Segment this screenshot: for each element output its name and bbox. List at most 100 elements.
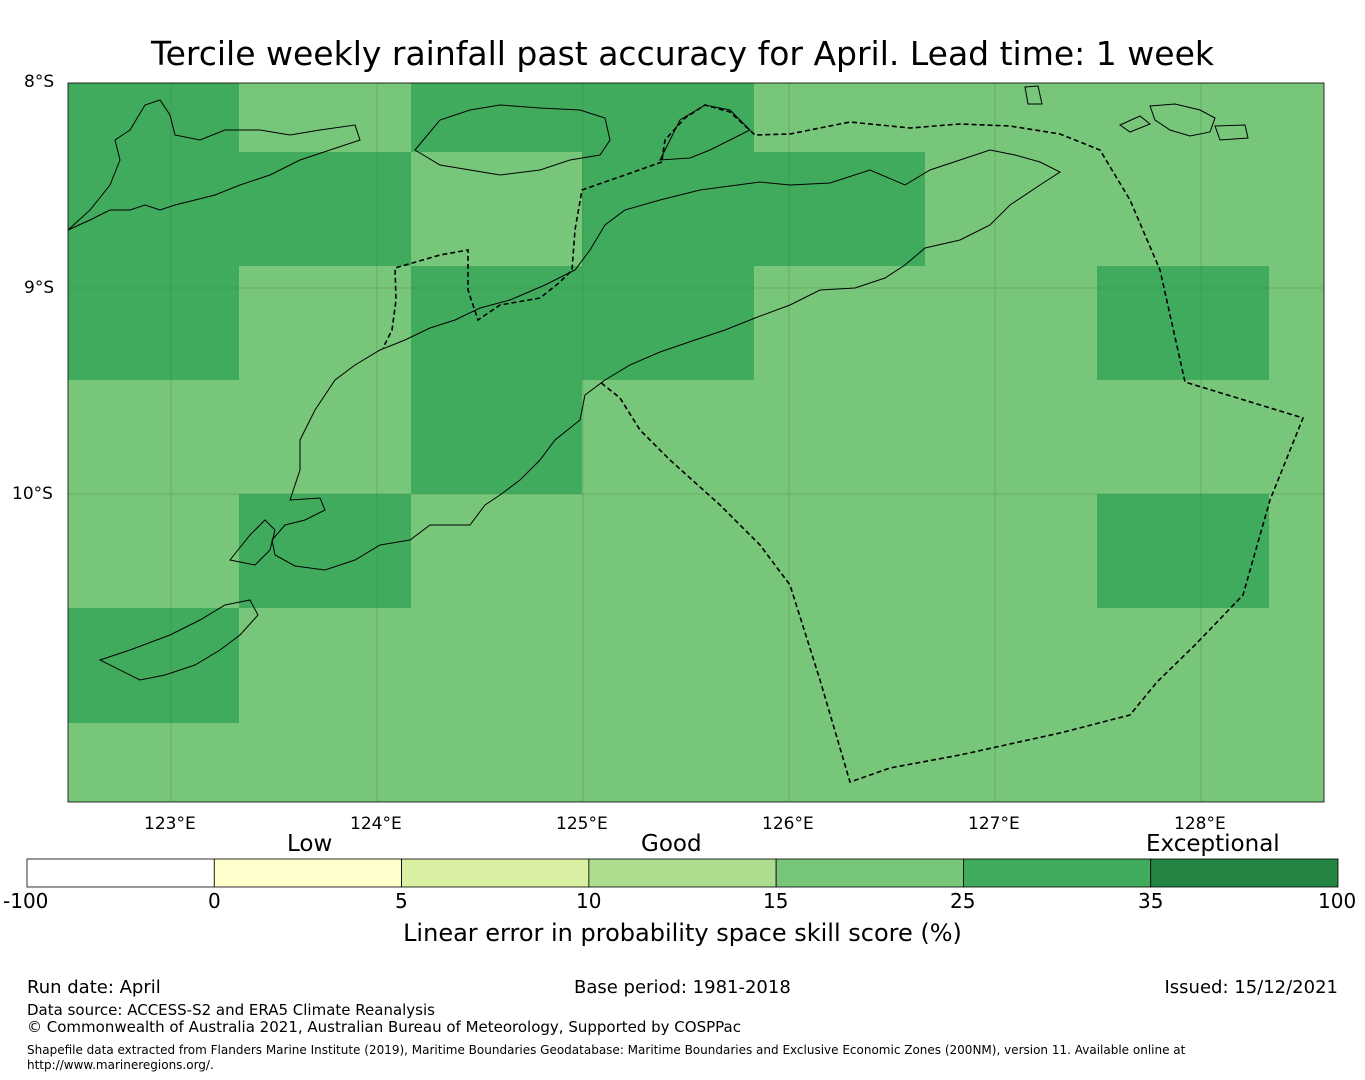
map-title: Tercile weekly rainfall past accuracy fo…: [151, 34, 1214, 73]
grid-cell: [239, 723, 411, 802]
coastline-flores: [67, 99, 361, 231]
grid-cell: [925, 83, 1097, 152]
coastline-sawu: [98, 599, 259, 681]
shapefile-credit: Shapefile data extracted from Flanders M…: [27, 1043, 1186, 1057]
lon-label-123e: 123°E: [144, 814, 196, 834]
grid-cell: [411, 494, 582, 608]
lon-label-125e: 125°E: [556, 814, 608, 834]
grid-cell: [754, 83, 925, 152]
cbar-tick-label: 25: [950, 889, 976, 913]
grid-cell: [1097, 494, 1269, 608]
grid-cell: [411, 266, 582, 380]
coastline-small-island-2: [1118, 115, 1151, 133]
colorbar-segment: [26, 858, 215, 888]
colorbar-label: Linear error in probability space skill …: [403, 919, 962, 947]
grid-cell: [239, 266, 411, 380]
grid-cell: [582, 494, 754, 608]
grid-cell: [754, 608, 925, 723]
grid-cell: [68, 152, 239, 266]
grid-cell: [1269, 608, 1324, 723]
grid-cell: [754, 380, 925, 494]
grid-cell: [925, 723, 1097, 802]
coastline-wetar: [659, 104, 751, 161]
grid-cell: [582, 380, 754, 494]
grid-cell: [925, 266, 1097, 380]
grid-cell: [68, 380, 239, 494]
data-source: Data source: ACCESS-S2 and ERA5 Climate …: [27, 1001, 435, 1019]
cbar-tick-label: 35: [1138, 889, 1164, 913]
grid-cell: [925, 608, 1097, 723]
grid-cell: [239, 608, 411, 723]
category-exceptional: Exceptional: [1146, 831, 1280, 857]
coastline-rote: [229, 519, 276, 566]
grid-cell: [582, 266, 754, 380]
eez-boundary: [382, 104, 1305, 784]
grid-cell: [1269, 494, 1324, 608]
colorbar-segment: [401, 858, 590, 888]
cbar-tick-label: 10: [576, 889, 602, 913]
coastline-timor: [271, 149, 1062, 571]
coastline-small-island-4: [1024, 85, 1043, 105]
lat-label-9s: 9°S: [24, 278, 55, 298]
grid-cell: [411, 83, 582, 152]
grid-cell: [1097, 152, 1269, 266]
lon-label-124e: 124°E: [350, 814, 402, 834]
map-frame: [67, 82, 1325, 803]
grid-cell: [239, 83, 411, 152]
grid-cell: [68, 608, 239, 723]
grid-cell: [582, 83, 754, 152]
grid-cell: [582, 723, 754, 802]
grid-cell: [1097, 723, 1269, 802]
colorbar-segment: [775, 858, 964, 888]
grid-cell: [1097, 83, 1269, 152]
grid-cell: [1269, 152, 1324, 266]
eez-line-north: [599, 104, 1305, 784]
colorbar-segment: [1150, 858, 1339, 888]
lat-label-10s: 10°S: [12, 484, 53, 504]
lat-label-8s: 8°S: [24, 72, 55, 92]
copyright-notice: © Commonwealth of Australia 2021, Austra…: [27, 1018, 741, 1036]
skill-grid: [68, 83, 1324, 802]
category-good: Good: [641, 831, 702, 857]
cbar-tick-label: 15: [763, 889, 789, 913]
coastline-small-island-3: [1214, 124, 1249, 141]
grid-cell: [754, 152, 925, 266]
grid-cell: [239, 152, 411, 266]
grid-cell: [68, 266, 239, 380]
grid-cell: [1269, 83, 1324, 152]
cbar-tick-label: 5: [395, 889, 408, 913]
grid-cell: [239, 380, 411, 494]
lon-label-126e: 126°E: [762, 814, 814, 834]
graticule: [68, 83, 1324, 802]
grid-cell: [411, 723, 582, 802]
grid-cell: [925, 152, 1097, 266]
shapefile-url: http://www.marineregions.org/.: [27, 1058, 214, 1072]
colorbar-segment: [213, 858, 402, 888]
coastline-alor: [414, 104, 611, 176]
grid-cell: [1097, 608, 1269, 723]
grid-cell: [68, 723, 239, 802]
grid-cell: [1269, 266, 1324, 380]
grid-cell: [68, 494, 239, 608]
colorbar: [26, 858, 1339, 888]
cbar-tick-label: -100: [3, 889, 49, 913]
cbar-tick-label: 0: [208, 889, 221, 913]
grid-cell: [754, 723, 925, 802]
grid-cell: [1097, 266, 1269, 380]
grid-cell: [411, 608, 582, 723]
base-period: Base period: 1981-2018: [574, 977, 791, 998]
category-low: Low: [287, 831, 333, 857]
eez-line-west: [382, 161, 663, 349]
grid-cell: [68, 83, 239, 152]
grid-cell: [411, 380, 582, 494]
lon-label-128e: 128°E: [1174, 814, 1226, 834]
coastlines: [67, 85, 1249, 681]
grid-cell: [1097, 380, 1269, 494]
run-date: Run date: April: [27, 977, 161, 998]
grid-cell: [1269, 380, 1324, 494]
grid-cell: [582, 608, 754, 723]
colorbar-segment: [963, 858, 1152, 888]
issued-date: Issued: 15/12/2021: [1164, 977, 1338, 998]
grid-cell: [754, 494, 925, 608]
